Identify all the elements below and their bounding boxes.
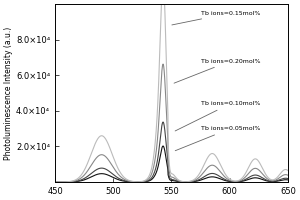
Text: Tb ions=0.20mol%: Tb ions=0.20mol% xyxy=(174,59,260,83)
Text: Tb ions=0.05mol%: Tb ions=0.05mol% xyxy=(175,126,260,151)
Text: Tb ions=0.15mol%: Tb ions=0.15mol% xyxy=(172,11,260,25)
Y-axis label: Photoluminescence Intensity (a.u.): Photoluminescence Intensity (a.u.) xyxy=(4,26,13,160)
Text: Tb ions=0.10mol%: Tb ions=0.10mol% xyxy=(175,101,260,131)
